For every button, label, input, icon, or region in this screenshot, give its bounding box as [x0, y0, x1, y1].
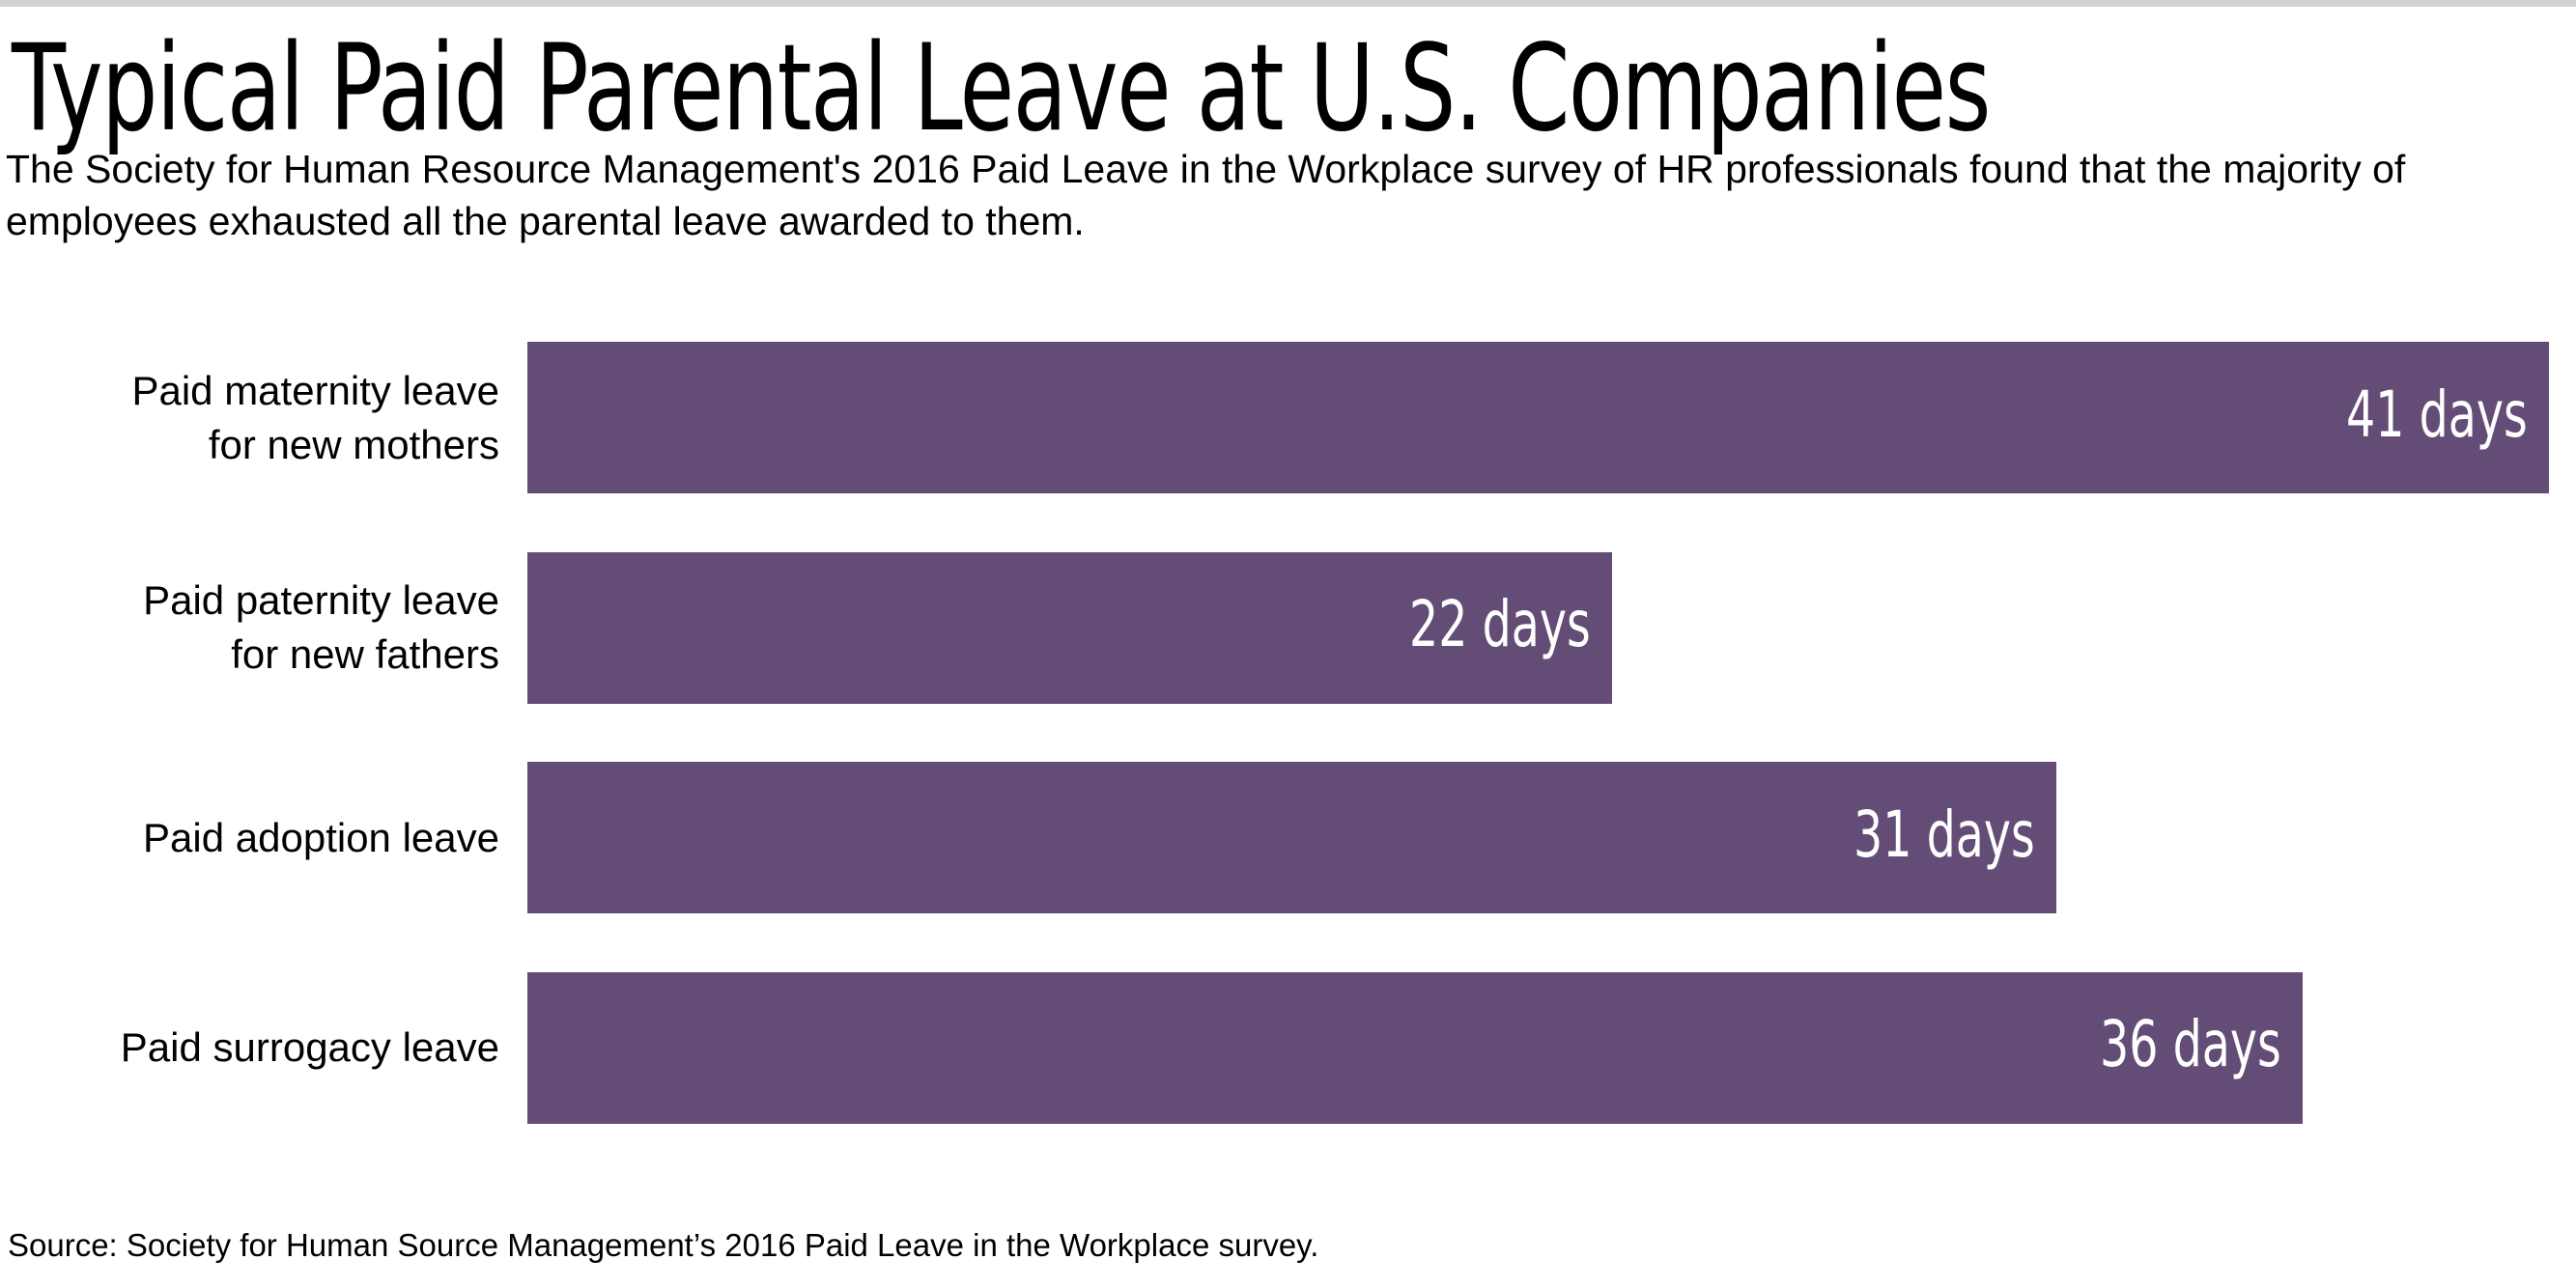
- chart-title: Typical Paid Parental Leave at U.S. Comp…: [12, 19, 1991, 158]
- category-label-line: Paid surrogacy leave: [120, 1024, 499, 1070]
- category-label: Paid surrogacy leave: [121, 1021, 499, 1075]
- bar: [527, 971, 2303, 1124]
- data-label: 22 days: [1409, 587, 1592, 661]
- top-divider: [0, 0, 2576, 7]
- category-label-line: for new mothers: [208, 421, 499, 467]
- source-note: Source: Society for Human Source Managem…: [8, 1227, 1319, 1263]
- data-label: 41 days: [2346, 377, 2528, 452]
- category-label-line: Paid maternity leave: [131, 367, 499, 413]
- chart-subtitle: The Society for Human Resource Managemen…: [6, 147, 2406, 243]
- category-label-line: Paid adoption leave: [143, 814, 499, 860]
- bar: [527, 551, 1613, 704]
- data-label: 36 days: [2100, 1007, 2281, 1081]
- category-label-line: for new fathers: [231, 631, 499, 677]
- data-label: 31 days: [1853, 797, 2035, 872]
- category-label-line: Paid paternity leave: [143, 577, 499, 623]
- bar: [527, 762, 2056, 913]
- category-label: Paid paternity leave for new fathers: [143, 574, 499, 682]
- category-label: Paid maternity leave for new mothers: [131, 364, 499, 472]
- category-label: Paid adoption leave: [143, 811, 499, 865]
- bar: [527, 342, 2549, 493]
